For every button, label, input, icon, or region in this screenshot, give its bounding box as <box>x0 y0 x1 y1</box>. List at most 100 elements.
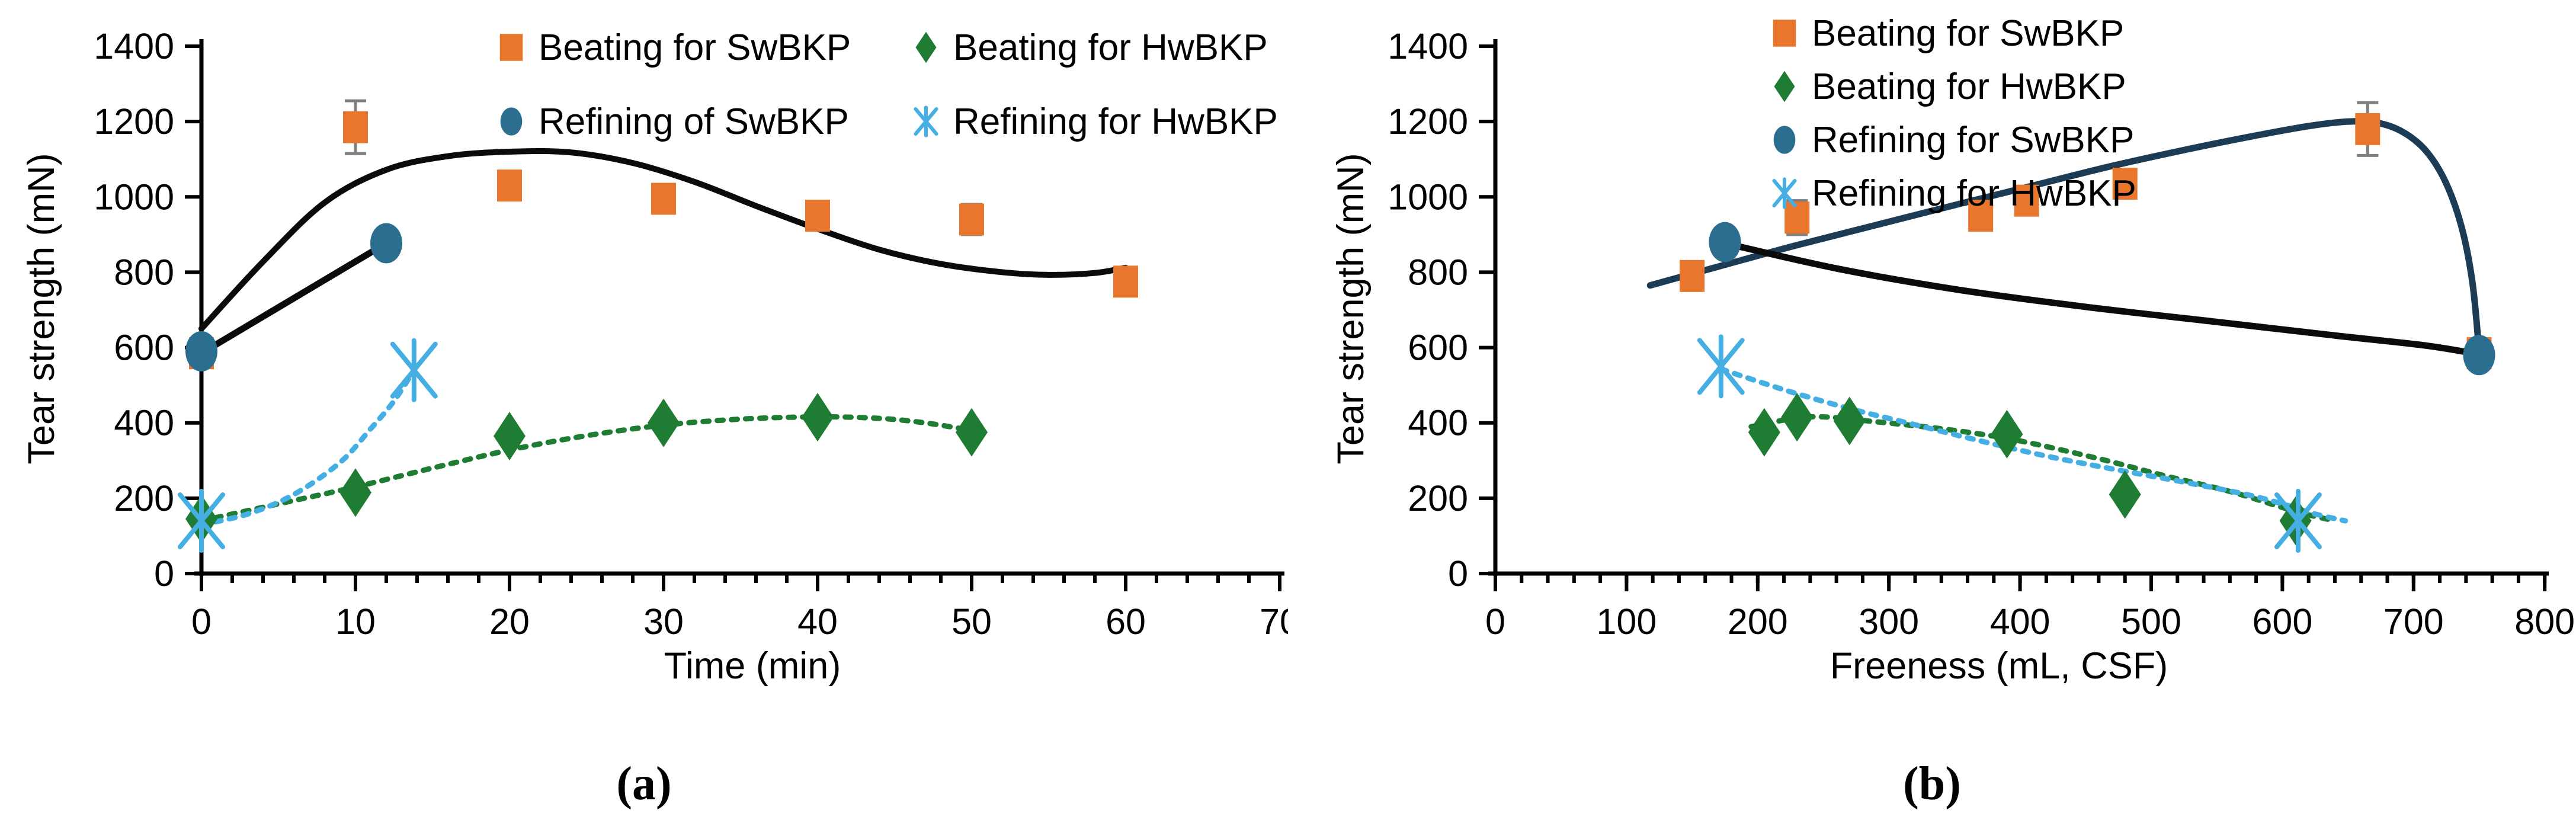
chart-panel-a: 0 10 20 30 40 50 60 70 0 200 400 600 800 1000 1200 1400… <box>21 24 1288 810</box>
data-point-diamond <box>494 411 526 460</box>
data-point-square <box>2355 113 2380 145</box>
axes <box>194 39 1284 576</box>
data-point-diamond <box>1991 409 2023 459</box>
y-tick-label: 600 <box>114 328 174 368</box>
x-tick-label: 0 <box>1485 601 1505 642</box>
y-tick-label: 0 <box>1448 553 1468 594</box>
chart-b-x-axis-title: Freeness (mL, CSF) <box>1830 645 2168 687</box>
legend-a-item-refining-swbkp: Refining of SwBKP <box>495 98 849 145</box>
data-point-square <box>805 200 830 232</box>
y-tick-label: 600 <box>1408 328 1468 368</box>
trend-line-refining-for-swbkp <box>1721 239 2482 358</box>
x-tick-label: 700 <box>2383 601 2444 642</box>
series-refining-for-swbkp <box>1709 222 2495 376</box>
legend-b-item-beating-swbkp: Beating for SwBKP <box>1768 9 2124 57</box>
diamond-marker-icon <box>915 31 937 63</box>
data-point-circle <box>2463 335 2495 376</box>
data-point-diamond <box>339 468 371 517</box>
chart-panel-b: 0 100 200 300 400 500 600 700 800 0 200 400 600 800 10… <box>1288 0 2576 823</box>
x-tick-label: 30 <box>643 601 684 642</box>
x-tick-label: 20 <box>489 601 530 642</box>
legend-a-label-refining-hwbkp: Refining for HwBKP <box>953 101 1278 142</box>
trend-line-beating-for-swbkp <box>1646 118 2482 355</box>
tick-labels: 0 100 200 300 400 500 600 700 800 0 200 400 600 800 10… <box>1388 26 2575 642</box>
legend-a-label-beating-hwbkp: Beating for HwBKP <box>953 27 1268 68</box>
data-point-square <box>651 182 676 215</box>
y-tick-label: 200 <box>114 478 174 518</box>
legend-a-label-beating-swbkp: Beating for SwBKP <box>539 27 851 68</box>
data-point-square <box>1113 265 1138 298</box>
legend-b-item-refining-swbkp: Refining for SwBKP <box>1768 116 2134 164</box>
data-point-diamond <box>2109 470 2141 519</box>
data-point-square <box>2014 184 2039 217</box>
x-asterisk-marker-icon <box>1772 177 1797 209</box>
data-point-x-asterisk <box>390 338 438 402</box>
x-tick-label: 100 <box>1597 601 1657 642</box>
chart-b-caption: (b) <box>1903 758 1961 810</box>
x-tick-label: 70 <box>1260 601 1288 642</box>
legend-b-label-refining-hwbkp: Refining for HwBKP <box>1812 172 2136 214</box>
data-point-square <box>1680 260 1705 292</box>
diamond-marker-icon <box>1774 71 1795 103</box>
chart-a-y-axis-title: Tear strength (mN) <box>21 153 62 465</box>
series-beating-for-hwbkp <box>1748 393 2312 545</box>
series-refining-for-hwbkp <box>178 338 438 553</box>
y-tick-label: 800 <box>114 252 174 292</box>
axis-ticks <box>1479 44 2547 591</box>
trend-line-beating-for-hwbkp <box>198 414 975 524</box>
legend-b-label-beating-swbkp: Beating for SwBKP <box>1812 12 2125 54</box>
chart-b-canvas: 0 100 200 300 400 500 600 700 800 0 200 400 600 800 10… <box>1388 26 2575 642</box>
chart-a-canvas: 0 10 20 30 40 50 60 70 0 200 400 600 800 1000 1200 1400 <box>94 26 1288 642</box>
x-tick-label: 200 <box>1728 601 1788 642</box>
y-tick-label: 1000 <box>1388 177 1468 217</box>
square-marker-icon <box>499 34 523 61</box>
trend-line-refining-of-swbkp <box>198 239 390 357</box>
trend-lines <box>198 148 1129 527</box>
y-tick-label: 1400 <box>94 26 174 66</box>
x-tick-label: 800 <box>2514 601 2575 642</box>
data-point-diamond <box>1833 396 1866 446</box>
legend-a-item-beating-swbkp: Beating for SwBKP <box>495 24 851 71</box>
x-tick-label: 500 <box>2121 601 2181 642</box>
data-point-diamond <box>1748 408 1780 457</box>
x-tick-label: 0 <box>191 601 212 642</box>
data-point-circle <box>185 331 217 372</box>
legend-b-label-beating-hwbkp: Beating for HwBKP <box>1812 66 2126 107</box>
data-point-square <box>959 203 984 236</box>
trend-line-refining-for-hwbkp <box>198 367 417 527</box>
legend-b-item-beating-hwbkp: Beating for HwBKP <box>1768 63 2126 110</box>
data-point-square <box>1968 200 1994 232</box>
data-point-square <box>497 169 522 202</box>
data-point-circle <box>370 223 402 264</box>
data-point-square <box>343 111 368 143</box>
legend-b-label-refining-swbkp: Refining for SwBKP <box>1812 119 2135 161</box>
legend-a-item-refining-hwbkp: Refining for HwBKP <box>909 98 1278 145</box>
data-point-diamond <box>648 398 680 447</box>
x-tick-label: 400 <box>1990 601 2050 642</box>
chart-b-y-axis-title: Tear strength (mN) <box>1330 153 1372 465</box>
data-point-square <box>1784 201 1810 234</box>
y-tick-label: 0 <box>154 553 174 594</box>
x-tick-label: 40 <box>797 601 838 642</box>
legend-a-label-refining-swbkp: Refining of SwBKP <box>539 101 849 142</box>
trend-line-beating-for-hwbkp <box>1748 414 2338 524</box>
series-refining-for-hwbkp <box>1697 334 2322 553</box>
axis-ticks <box>185 44 1281 591</box>
data-point-x-asterisk <box>178 489 225 553</box>
square-marker-icon <box>1773 20 1796 47</box>
data-point-diamond <box>1781 393 1814 442</box>
data-point-diamond <box>802 393 834 442</box>
x-tick-label: 50 <box>951 601 992 642</box>
x-tick-label: 300 <box>1859 601 1919 642</box>
legend-a-item-beating-hwbkp: Beating for HwBKP <box>909 24 1268 71</box>
trend-line-refining-for-hwbkp <box>1718 366 2348 524</box>
x-tick-label: 600 <box>2253 601 2313 642</box>
y-tick-label: 1200 <box>94 101 174 142</box>
series-beating-for-hwbkp <box>185 393 988 543</box>
data-point-x-asterisk <box>1697 334 1745 399</box>
y-tick-label: 1000 <box>94 177 174 217</box>
x-tick-label: 60 <box>1106 601 1146 642</box>
x-asterisk-marker-icon <box>914 105 938 137</box>
tick-labels: 0 10 20 30 40 50 60 70 0 200 400 600 800 1000 1200 1400 <box>94 26 1288 642</box>
